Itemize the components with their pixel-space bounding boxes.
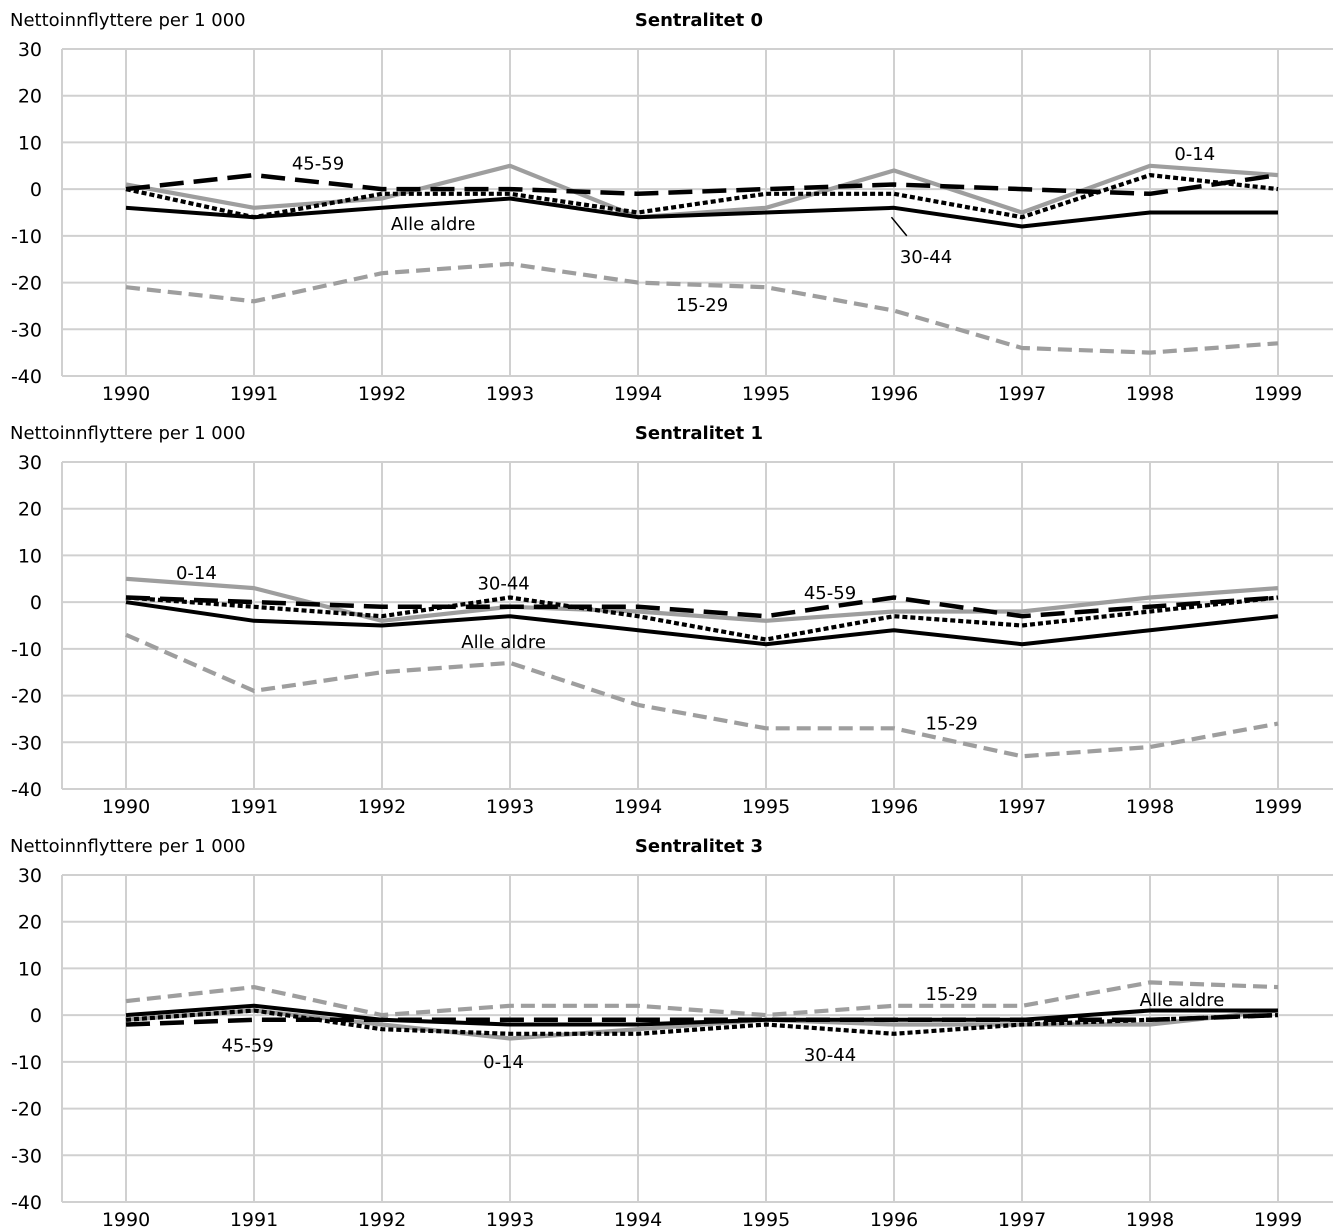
series-line-alle-aldre — [125, 196, 1278, 229]
y-tick-label: -10 — [11, 639, 42, 661]
series-label: 30-44 — [804, 1045, 856, 1066]
y-tick-label: -30 — [11, 732, 42, 754]
series-label: 15-29 — [676, 295, 728, 316]
chart-title: Sentralitet 3 — [635, 836, 763, 857]
y-tick-label: 10 — [18, 132, 42, 154]
series-label: Alle aldre — [1140, 990, 1225, 1011]
y-tick-label: 10 — [18, 958, 42, 980]
series-label: 30-44 — [900, 247, 952, 268]
series-label: 0-14 — [483, 1052, 524, 1073]
x-tick-label: 1999 — [1254, 1209, 1302, 1229]
series-line-15-29 — [125, 261, 1279, 355]
y-tick-label: -10 — [11, 1052, 42, 1074]
x-tick-label: 1998 — [1126, 796, 1174, 818]
y-tick-label: -20 — [11, 686, 42, 708]
chart-panel-1: 30 20 10 0 -10 -20 -30 -40 1990 1991 1992 1993 1994 1… — [10, 423, 1333, 818]
y-tick-label: 20 — [18, 912, 42, 934]
x-tick-label: 1997 — [998, 1209, 1046, 1229]
chart-title: Sentralitet 1 — [635, 423, 763, 444]
y-tick-label: -40 — [11, 366, 42, 388]
x-tick-label: 1999 — [1254, 383, 1302, 405]
x-tick-label: 1997 — [998, 383, 1046, 405]
series-label: 45-59 — [804, 583, 856, 604]
x-tick-label: 1994 — [614, 796, 662, 818]
series-label: Alle aldre — [461, 632, 546, 653]
y-tick-label: 0 — [30, 592, 42, 614]
y-tick-label: 0 — [30, 179, 42, 201]
series-label: 45-59 — [292, 153, 344, 174]
y-tick-label: -10 — [11, 226, 42, 248]
x-tick-label: 1990 — [102, 796, 150, 818]
series-line-0-14 — [125, 1008, 1279, 1041]
y-tick-label: 30 — [18, 39, 42, 61]
x-tick-label: 1996 — [870, 1209, 918, 1229]
x-tick-label: 1993 — [486, 796, 534, 818]
x-tick-label: 1998 — [1126, 1209, 1174, 1229]
series-line-30-44 — [125, 595, 1279, 642]
y-tick-label: 20 — [18, 499, 42, 521]
annotation-leader — [890, 216, 908, 237]
x-tick-label: 1992 — [358, 1209, 406, 1229]
series-line-45-59 — [125, 172, 1279, 197]
x-tick-label: 1995 — [742, 383, 790, 405]
chart-title: Sentralitet 0 — [635, 10, 763, 31]
series-line-alle-aldre — [125, 600, 1279, 647]
series-line-30-44 — [125, 1008, 1279, 1036]
series-line-30-44 — [125, 173, 1279, 220]
y-axis-label: Nettoinnflyttere per 1 000 — [10, 836, 246, 857]
series-label: 0-14 — [1174, 144, 1215, 165]
series-label: 30-44 — [477, 573, 529, 594]
y-tick-label: -20 — [11, 273, 42, 295]
y-tick-label: -20 — [11, 1099, 42, 1121]
x-tick-label: 1997 — [998, 796, 1046, 818]
x-tick-label: 1995 — [742, 796, 790, 818]
series-label: Alle aldre — [391, 214, 476, 235]
series-label: 15-29 — [925, 714, 977, 735]
x-tick-label: 1993 — [486, 383, 534, 405]
y-tick-label: -30 — [11, 319, 42, 341]
y-tick-label: 30 — [18, 865, 42, 887]
y-tick-label: 0 — [30, 1005, 42, 1027]
chart-panel-0: 30 20 10 0 -10 -20 -30 -40 1990 1991 1992 1993 1994 1… — [10, 10, 1333, 405]
x-tick-label: 1991 — [230, 796, 278, 818]
y-tick-label: -40 — [11, 1192, 42, 1214]
x-tick-label: 1990 — [102, 1209, 150, 1229]
x-tick-label: 1991 — [230, 1209, 278, 1229]
x-tick-label: 1996 — [870, 383, 918, 405]
series-label: 0-14 — [176, 563, 217, 584]
y-tick-label: -30 — [11, 1145, 42, 1167]
series-line-alle-aldre — [125, 1003, 1278, 1027]
y-tick-label: -40 — [11, 779, 42, 801]
series-line-0-14 — [125, 163, 1279, 220]
y-tick-label: 20 — [18, 86, 42, 108]
y-axis-label: Nettoinnflyttere per 1 000 — [10, 10, 246, 31]
series-line-15-29 — [125, 980, 1279, 1018]
x-tick-label: 1995 — [742, 1209, 790, 1229]
x-tick-label: 1999 — [1254, 796, 1302, 818]
series-line-15-29 — [125, 632, 1279, 759]
x-tick-label: 1994 — [614, 1209, 662, 1229]
x-tick-label: 1996 — [870, 796, 918, 818]
series-label: 15-29 — [925, 984, 977, 1005]
x-tick-label: 1993 — [486, 1209, 534, 1229]
x-tick-label: 1998 — [1126, 383, 1174, 405]
x-tick-label: 1992 — [358, 796, 406, 818]
x-tick-label: 1991 — [230, 383, 278, 405]
y-tick-label: 10 — [18, 545, 42, 567]
x-tick-label: 1990 — [102, 383, 150, 405]
y-axis-label: Nettoinnflyttere per 1 000 — [10, 423, 246, 444]
y-tick-label: 30 — [18, 452, 42, 474]
series-line-45-59 — [125, 595, 1279, 619]
x-tick-label: 1994 — [614, 383, 662, 405]
x-tick-label: 1992 — [358, 383, 406, 405]
series-label: 45-59 — [221, 1036, 273, 1057]
chart-panel-2: 30 20 10 0 -10 -20 -30 -40 1990 1991 1992 1993 1994 1… — [10, 836, 1333, 1229]
